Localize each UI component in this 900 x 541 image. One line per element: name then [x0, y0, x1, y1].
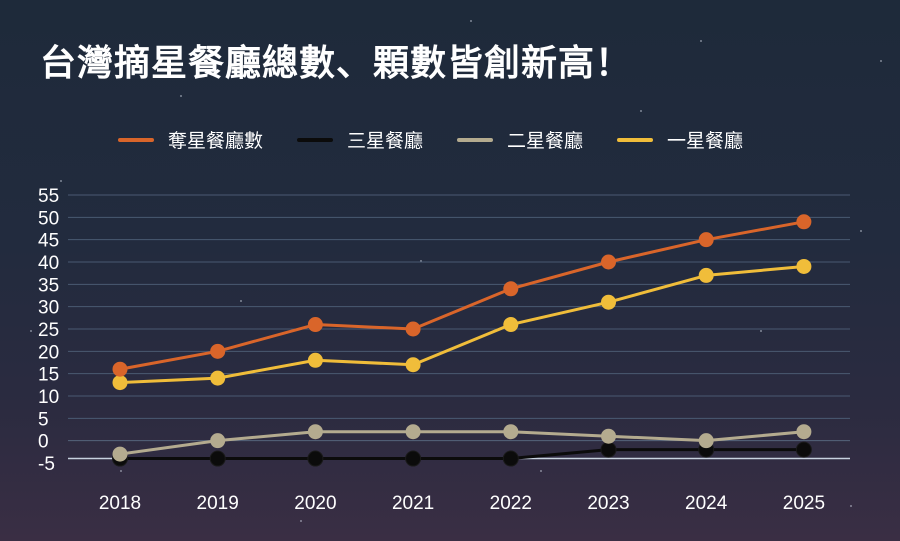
background-star — [420, 260, 422, 262]
series-line-one-star — [119, 264, 805, 385]
legend-label-two-star: 二星餐廳 — [507, 130, 584, 152]
series-line-three-star — [120, 448, 804, 461]
data-point-total — [698, 232, 714, 248]
y-tick-label: 55 — [38, 186, 59, 207]
data-point-one-star — [112, 375, 128, 391]
y-tick-label: 35 — [38, 275, 59, 296]
legend-swatch-two-star — [457, 137, 494, 142]
data-point-total — [601, 254, 616, 270]
background-star — [470, 20, 472, 22]
legend-item-one-star: 一星餐廳 — [617, 126, 743, 153]
background-star — [850, 505, 852, 507]
y-tick-label: 45 — [38, 231, 59, 252]
y-tick-label: 0 — [38, 432, 49, 453]
data-point-one-star — [698, 267, 714, 283]
data-point-total — [796, 214, 812, 230]
data-point-total — [210, 343, 226, 359]
x-tick-label: 2024 — [685, 493, 728, 514]
data-point-one-star — [210, 370, 226, 386]
background-star — [120, 470, 122, 472]
y-tick-label: -5 — [38, 454, 55, 475]
legend-swatch-one-star — [617, 137, 654, 142]
chart-title: 台灣摘星餐廳總數、顆數皆創新高！ — [40, 43, 633, 84]
data-point-three-star — [405, 450, 422, 467]
data-point-two-star — [698, 433, 714, 449]
data-point-two-star — [307, 424, 323, 440]
data-point-two-star — [112, 446, 128, 462]
data-point-three-star — [795, 441, 812, 458]
data-point-three-star — [502, 450, 519, 467]
data-point-one-star — [503, 317, 519, 333]
y-tick-label: 30 — [38, 298, 59, 319]
background-star — [60, 180, 62, 182]
x-tick-label: 2018 — [99, 493, 141, 514]
data-point-total — [405, 321, 421, 337]
y-tick-label: 40 — [38, 253, 59, 274]
background-star — [880, 60, 882, 62]
data-point-three-star — [209, 450, 226, 467]
background-star — [860, 230, 862, 232]
background-star — [300, 520, 302, 522]
data-point-one-star — [307, 352, 323, 368]
data-point-total — [503, 281, 519, 297]
legend-item-total: 奪星餐廳數 — [118, 126, 263, 153]
legend-item-two-star: 二星餐廳 — [457, 126, 583, 153]
data-point-three-star — [600, 441, 617, 458]
series-line-two-star — [119, 430, 805, 456]
data-point-two-star — [503, 424, 519, 440]
y-tick-label: 50 — [38, 208, 59, 229]
background-star — [540, 470, 542, 472]
legend-label-one-star: 一星餐廳 — [667, 130, 744, 152]
background-star — [180, 95, 182, 97]
series-line-total — [119, 220, 805, 371]
legend-item-three-star: 三星餐廳 — [297, 126, 423, 153]
data-point-two-star — [601, 428, 616, 444]
data-point-two-star — [405, 424, 421, 440]
x-tick-label: 2023 — [587, 493, 629, 514]
x-tick-label: 2021 — [392, 493, 434, 514]
y-tick-label: 10 — [38, 387, 59, 408]
legend: 奪星餐廳數 三星餐廳 二星餐廳 一星餐廳 — [118, 126, 777, 153]
background-star — [700, 40, 702, 42]
legend-swatch-three-star — [297, 137, 334, 142]
x-tick-label: 2020 — [294, 493, 336, 514]
data-point-one-star — [796, 258, 812, 274]
data-point-one-star — [405, 357, 421, 373]
background-star — [30, 330, 32, 332]
data-point-two-star — [210, 433, 226, 449]
x-tick-label: 2022 — [490, 493, 532, 514]
x-tick-label: 2019 — [197, 493, 239, 514]
data-point-three-star — [307, 450, 324, 467]
legend-label-three-star: 三星餐廳 — [347, 130, 424, 152]
y-tick-label: 5 — [38, 409, 49, 430]
background-star — [760, 330, 762, 332]
x-tick-label: 2025 — [783, 493, 825, 514]
data-point-two-star — [796, 424, 812, 440]
y-tick-label: 15 — [38, 365, 59, 386]
data-point-total — [112, 361, 128, 377]
data-point-one-star — [601, 294, 616, 310]
y-tick-label: 20 — [38, 342, 59, 363]
legend-swatch-total — [118, 137, 154, 142]
background-star — [640, 110, 642, 112]
legend-label-total: 奪星餐廳數 — [168, 130, 264, 152]
background-star — [240, 300, 242, 302]
data-point-total — [307, 317, 323, 333]
y-tick-label: 25 — [38, 320, 59, 341]
